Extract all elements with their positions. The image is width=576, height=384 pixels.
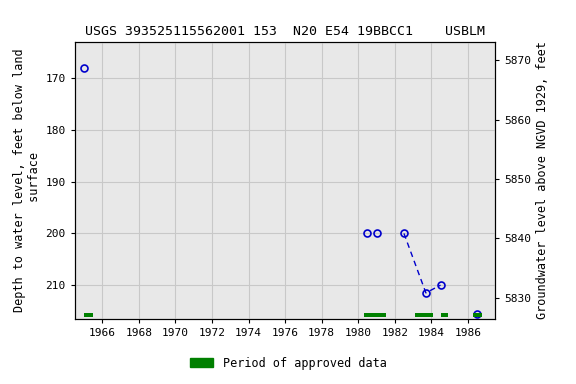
Bar xyxy=(363,313,386,318)
Bar xyxy=(441,313,448,318)
Y-axis label: Groundwater level above NGVD 1929, feet: Groundwater level above NGVD 1929, feet xyxy=(536,41,548,319)
Y-axis label: Depth to water level, feet below land
 surface: Depth to water level, feet below land su… xyxy=(13,49,41,312)
Legend: Period of approved data: Period of approved data xyxy=(185,352,391,374)
Bar xyxy=(473,313,482,318)
Bar xyxy=(415,313,433,318)
Bar xyxy=(84,313,93,318)
Title: USGS 393525115562001 153  N20 E54 19BBCC1    USBLM: USGS 393525115562001 153 N20 E54 19BBCC1… xyxy=(85,25,485,38)
